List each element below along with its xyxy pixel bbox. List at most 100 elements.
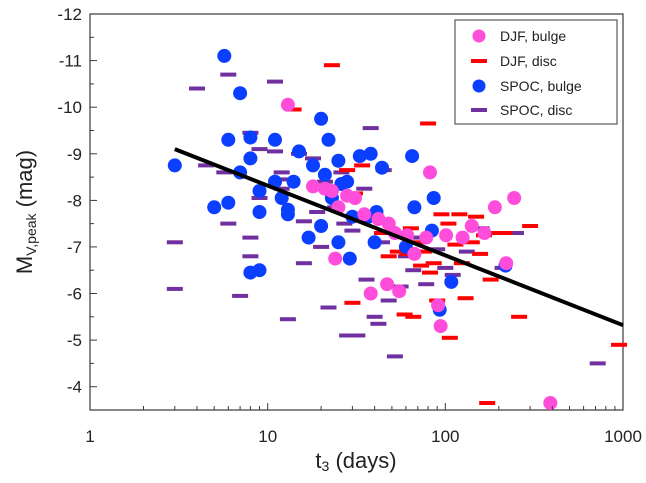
spoc-bulge-point-17 xyxy=(280,207,295,222)
spoc-bulge-point-33 xyxy=(352,149,367,164)
djf-disc-point-37 xyxy=(611,342,627,347)
trend-line xyxy=(174,147,624,328)
spoc-disc-point-5 xyxy=(220,221,237,226)
spoc-bulge-point-40 xyxy=(405,149,420,164)
spoc-disc-point-10 xyxy=(242,254,259,259)
spoc-disc-point-16 xyxy=(273,186,290,191)
spoc-disc-point-7 xyxy=(232,293,249,298)
legend-label-djf-disc: DJF, disc xyxy=(500,53,557,69)
djf-bulge-point-25 xyxy=(487,200,502,215)
spoc-disc-point-21 xyxy=(295,261,312,266)
legend-label-spoc-bulge: SPOC, bulge xyxy=(500,78,582,94)
djf-disc-point-34 xyxy=(496,231,513,235)
spoc-disc-point-35 xyxy=(362,126,379,131)
spoc-bulge-point-5 xyxy=(233,86,248,101)
spoc-bulge-point-41 xyxy=(407,200,422,215)
ticks-layer: -4 -5 -6 -7 -8 -9 -10 -11 -12 1 10 100 1000 xyxy=(57,5,641,446)
y-tick-label-6: -10 xyxy=(57,98,82,117)
djf-disc-point-27 xyxy=(463,240,480,245)
y-tick-label-5: -9 xyxy=(67,145,82,164)
spoc-disc-point-43 xyxy=(397,254,414,259)
spoc-disc-point-23 xyxy=(309,210,326,214)
spoc-bulge-point-8 xyxy=(243,151,258,166)
spoc-disc-point-2 xyxy=(189,86,205,91)
djf-disc-point-1 xyxy=(323,63,340,68)
spoc-disc-point-34 xyxy=(358,277,375,282)
djf-disc-point-28 xyxy=(468,214,485,219)
djf-bulge-point-20 xyxy=(433,319,448,334)
djf-disc-point-12 xyxy=(405,314,422,319)
djf-bulge-point-12 xyxy=(380,277,395,292)
x-tick-label-1: 10 xyxy=(258,427,277,446)
legend-marker-spoc-bulge xyxy=(472,79,486,93)
djf-disc-point-17 xyxy=(422,270,438,275)
djf-bulge-point-28 xyxy=(543,396,558,410)
djf-bulge-point-16 xyxy=(407,246,422,261)
djf-disc-point-15 xyxy=(416,249,433,254)
djf-disc-point-14 xyxy=(413,263,430,268)
spoc-disc-point-9 xyxy=(242,235,259,240)
djf-bulge-point-24 xyxy=(477,226,492,240)
djf-bulge-point-14 xyxy=(392,284,407,299)
djf-bulge-point-17 xyxy=(419,230,434,245)
legend-marker-djf-disc xyxy=(471,59,487,63)
djf-disc-point-21 xyxy=(440,221,457,226)
spoc-disc-point-28 xyxy=(333,170,350,175)
djf-disc-point-7 xyxy=(380,254,397,259)
djf-disc-point-35 xyxy=(511,314,528,319)
x-tick-label-0: 1 xyxy=(85,427,94,446)
spoc-bulge-point-36 xyxy=(367,235,382,250)
djf-disc-point-22 xyxy=(441,335,458,340)
spoc-bulge-point-19 xyxy=(292,144,306,159)
spoc-disc-point-50 xyxy=(458,249,475,254)
djf-disc-point-20 xyxy=(433,212,450,217)
spoc-bulge-point-12 xyxy=(252,263,267,278)
djf-bulge-point-26 xyxy=(499,256,514,271)
spoc-disc-point-12 xyxy=(251,147,268,152)
y-tick-label-8: -12 xyxy=(57,5,82,24)
spoc-disc-point-36 xyxy=(366,314,383,319)
marks-layer xyxy=(166,48,627,410)
legend-marker-spoc-disc xyxy=(471,108,487,112)
spoc-disc-point-37 xyxy=(370,321,387,326)
djf-disc-point-2 xyxy=(339,168,356,173)
spoc-bulge-point-24 xyxy=(317,167,332,182)
x-axis-title-sub: 3 xyxy=(322,458,330,474)
x-axis-title-rest: (days) xyxy=(329,448,396,473)
djf-bulge-point-23 xyxy=(464,219,479,233)
spoc-disc-point-1 xyxy=(166,286,183,291)
x-tick-label-2: 100 xyxy=(431,427,459,446)
y-tick-label-3: -7 xyxy=(67,238,82,257)
y-axis-title-sub: V,peak xyxy=(23,212,39,255)
x-axis-title: t3 (days) xyxy=(315,448,396,474)
spoc-disc-point-14 xyxy=(267,149,283,154)
djf-disc-point-26 xyxy=(457,296,474,301)
spoc-disc-point-24 xyxy=(313,244,330,249)
spoc-disc-point-46 xyxy=(418,282,435,287)
djf-disc-point-9 xyxy=(396,312,413,317)
y-tick-label-0: -4 xyxy=(67,378,82,397)
djf-disc-point-6 xyxy=(374,231,390,235)
djf-disc-point-24 xyxy=(451,212,468,217)
spoc-bulge-point-28 xyxy=(331,235,346,250)
legend: DJF, bulge DJF, disc SPOC, bulge SPOC, d… xyxy=(454,19,618,125)
djf-disc-point-32 xyxy=(482,277,499,282)
x-axis-title-main: t xyxy=(315,448,321,473)
spoc-bulge-point-20 xyxy=(301,230,316,245)
spoc-bulge-point-11 xyxy=(252,205,267,219)
spoc-bulge-point-25 xyxy=(321,132,336,147)
spoc-disc-point-6 xyxy=(220,72,237,77)
djf-disc-point-18 xyxy=(425,261,442,266)
djf-disc-point-16 xyxy=(420,121,437,126)
djf-disc-point-10 xyxy=(399,251,416,256)
spoc-disc-point-53 xyxy=(508,231,524,235)
spoc-bulge-point-23 xyxy=(314,219,329,233)
spoc-disc-point-3 xyxy=(198,163,215,168)
djf-disc-point-36 xyxy=(522,224,539,228)
djf-bulge-point-22 xyxy=(455,230,470,245)
spoc-bulge-point-2 xyxy=(217,48,232,63)
spoc-bulge-point-3 xyxy=(221,132,236,147)
spoc-disc-point-18 xyxy=(279,317,296,322)
spoc-disc-point-26 xyxy=(320,305,337,310)
plot-frame xyxy=(89,13,624,411)
